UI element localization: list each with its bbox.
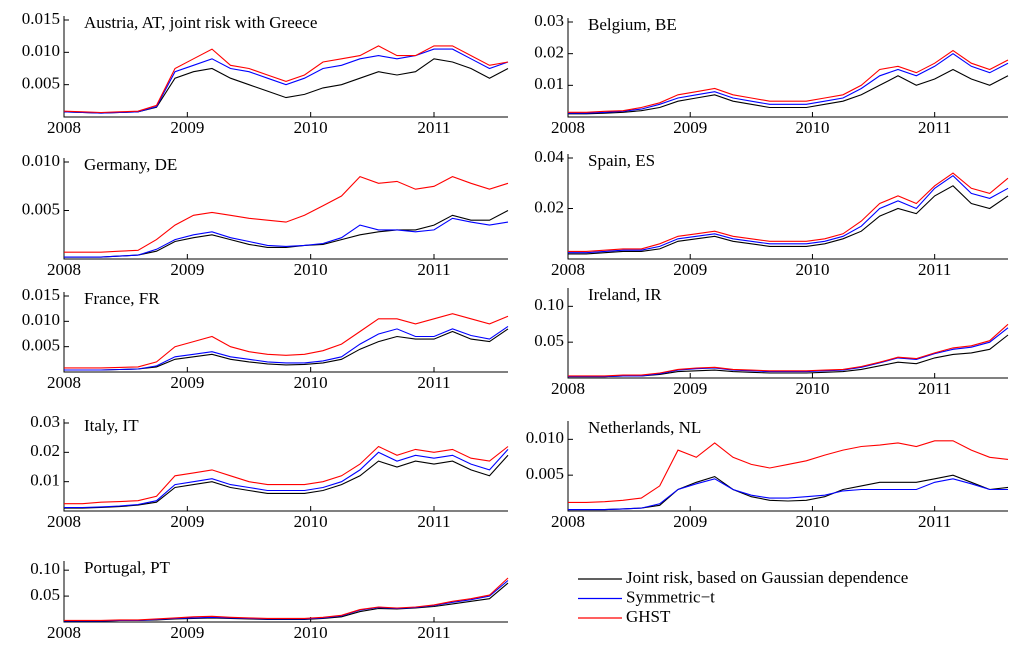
x-tick-label: 2009 — [170, 623, 204, 642]
x-tick-label: 2008 — [551, 260, 585, 279]
y-tick-label: 0.015 — [22, 9, 60, 28]
series-line — [64, 580, 509, 622]
x-tick-label: 2011 — [918, 260, 951, 279]
series-line — [568, 49, 1009, 113]
series-line — [568, 478, 1008, 511]
x-tick-label: 2010 — [795, 118, 829, 137]
panel-title: Ireland, IR — [588, 285, 662, 304]
x-tick-label: 2008 — [551, 118, 585, 137]
x-tick-label: 2009 — [673, 512, 707, 531]
legend-label: Joint risk, based on Gaussian dependence — [626, 568, 908, 587]
series-line — [64, 313, 509, 369]
x-tick-label: 2011 — [417, 373, 450, 392]
x-tick-label: 2010 — [294, 260, 328, 279]
series-line — [64, 175, 509, 253]
y-tick-label: 0.010 — [22, 151, 60, 170]
x-tick-label: 2008 — [551, 512, 585, 531]
y-tick-label: 0.02 — [30, 441, 60, 460]
y-tick-label: 0.005 — [22, 74, 60, 93]
x-tick-label: 2009 — [170, 373, 204, 392]
series-line — [64, 445, 509, 505]
series-line — [64, 328, 509, 371]
series-line — [568, 172, 1009, 252]
x-tick-label: 2011 — [417, 260, 450, 279]
x-tick-label: 2009 — [170, 512, 204, 531]
y-tick-label: 0.005 — [526, 464, 564, 483]
y-tick-label: 0.03 — [534, 11, 564, 30]
legend-label: GHST — [626, 607, 671, 626]
y-tick-label: 0.015 — [22, 285, 60, 304]
series-line — [568, 323, 1009, 377]
panel-title: Belgium, BE — [588, 15, 677, 34]
series-line — [64, 449, 509, 509]
y-tick-label: 0.01 — [30, 471, 60, 490]
x-tick-label: 2011 — [417, 512, 450, 531]
x-tick-label: 2008 — [551, 379, 585, 398]
series-line — [568, 185, 1009, 255]
y-tick-label: 0.10 — [534, 295, 564, 314]
x-tick-label: 2010 — [294, 623, 328, 642]
series-line — [64, 582, 509, 622]
x-tick-label: 2008 — [47, 512, 81, 531]
series-line — [63, 58, 509, 114]
y-tick-label: 0.04 — [534, 147, 564, 166]
series-line — [63, 48, 509, 114]
y-tick-label: 0.02 — [534, 43, 564, 62]
x-tick-label: 2009 — [673, 260, 707, 279]
y-tick-label: 0.010 — [22, 310, 60, 329]
x-tick-label: 2008 — [47, 373, 81, 392]
y-tick-label: 0.03 — [30, 412, 60, 431]
series-line — [568, 68, 1009, 115]
legend-label: Symmetric−t — [626, 587, 715, 606]
panel-title: Netherlands, NL — [588, 418, 701, 437]
series-line — [64, 217, 509, 258]
panel-title: Austria, AT, joint risk with Greece — [84, 13, 317, 32]
panel-title: Italy, IT — [84, 416, 139, 435]
series-line — [63, 45, 509, 114]
series-line — [568, 440, 1009, 503]
y-tick-label: 0.05 — [30, 585, 60, 604]
x-tick-label: 2010 — [294, 118, 328, 137]
panel-title: Germany, DE — [84, 155, 177, 174]
panel-title: Spain, ES — [588, 151, 655, 170]
y-tick-label: 0.005 — [22, 199, 60, 218]
y-tick-label: 0.05 — [534, 331, 564, 350]
x-tick-label: 2008 — [47, 260, 81, 279]
x-tick-label: 2009 — [673, 118, 707, 137]
panel-title: France, FR — [84, 289, 160, 308]
series-line — [568, 327, 1009, 378]
series-line — [568, 174, 1009, 254]
y-tick-label: 0.005 — [22, 336, 60, 355]
series-line — [568, 53, 1009, 114]
x-tick-label: 2011 — [417, 623, 450, 642]
y-tick-label: 0.01 — [534, 74, 564, 93]
x-tick-label: 2010 — [795, 260, 829, 279]
y-tick-label: 0.02 — [534, 197, 564, 216]
x-tick-label: 2009 — [170, 118, 204, 137]
y-tick-label: 0.10 — [30, 559, 60, 578]
x-tick-label: 2010 — [294, 512, 328, 531]
x-tick-label: 2010 — [795, 512, 829, 531]
y-tick-label: 0.010 — [526, 428, 564, 447]
x-tick-label: 2010 — [795, 379, 829, 398]
panel-title: Portugal, PT — [84, 558, 171, 577]
series-line — [64, 325, 509, 371]
x-tick-label: 2010 — [294, 373, 328, 392]
x-tick-label: 2011 — [417, 118, 450, 137]
series-line — [64, 454, 509, 509]
x-tick-label: 2011 — [918, 118, 951, 137]
x-tick-label: 2008 — [47, 118, 81, 137]
series-line — [64, 577, 509, 621]
x-tick-label: 2009 — [673, 379, 707, 398]
x-tick-label: 2009 — [170, 260, 204, 279]
x-tick-label: 2008 — [47, 623, 81, 642]
y-tick-label: 0.010 — [22, 41, 60, 60]
x-tick-label: 2011 — [918, 379, 951, 398]
x-tick-label: 2011 — [918, 512, 951, 531]
